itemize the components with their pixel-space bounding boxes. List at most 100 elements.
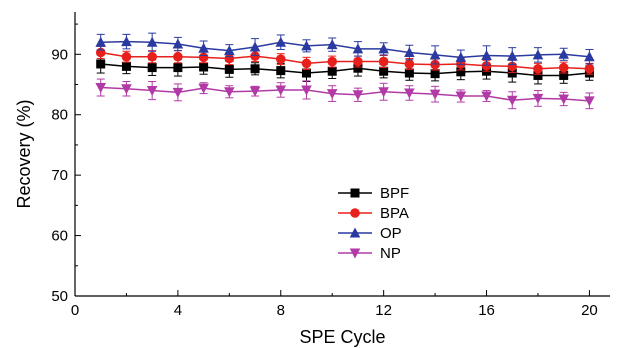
y-tick-label: 90	[51, 46, 68, 63]
data-point-bpf	[96, 59, 106, 69]
data-point-op	[506, 50, 518, 61]
data-point-bpa	[198, 52, 209, 63]
data-point-op	[121, 36, 132, 47]
data-point-bpf	[147, 63, 157, 73]
data-point-np	[275, 85, 287, 96]
y-tick-label: 70	[51, 167, 68, 184]
data-point-op	[198, 42, 209, 53]
data-point-bpf	[404, 68, 414, 78]
data-point-np	[506, 95, 518, 106]
data-point-bpf	[199, 62, 209, 72]
data-point-op	[249, 41, 261, 52]
series-np	[95, 78, 595, 110]
data-point-op	[326, 39, 338, 50]
x-tick-label: 20	[581, 302, 598, 319]
data-point-op	[378, 43, 389, 54]
x-tick-label: 12	[375, 302, 392, 319]
data-point-np	[455, 91, 467, 102]
data-point-bpa	[301, 58, 312, 69]
data-point-op	[172, 38, 184, 49]
legend-entry-bpa: BPA	[338, 205, 409, 222]
data-point-bpf	[559, 70, 569, 80]
data-point-bpf	[507, 68, 517, 78]
data-point-bpa	[173, 51, 183, 62]
x-tick-label: 8	[277, 302, 285, 319]
data-point-bpf	[250, 64, 260, 74]
data-point-op	[146, 36, 158, 47]
data-point-np	[224, 87, 235, 98]
data-point-np	[378, 87, 389, 98]
data-point-bpa	[224, 53, 235, 64]
series-line-np	[100, 86, 590, 102]
series-op	[95, 32, 595, 66]
data-point-np	[558, 94, 570, 105]
data-point-np	[121, 84, 132, 95]
data-point-bpa	[353, 56, 363, 67]
data-point-bpf	[456, 67, 466, 77]
data-point-bpa	[558, 62, 569, 73]
data-point-op	[532, 49, 544, 60]
data-point-bpa	[481, 60, 492, 71]
data-point-op	[429, 49, 441, 60]
legend-label-bpf: BPF	[380, 185, 409, 202]
data-point-np	[301, 85, 312, 96]
legend-label-np: NP	[380, 245, 401, 262]
y-tick-label: 50	[51, 288, 68, 305]
legend-marker-np	[349, 248, 361, 259]
data-point-bpf	[301, 68, 311, 78]
data-point-np	[429, 89, 441, 100]
data-point-op	[275, 36, 287, 47]
data-point-np	[326, 89, 338, 100]
data-point-np	[198, 83, 209, 94]
data-point-op	[352, 43, 364, 54]
legend-entry-op: OP	[338, 225, 402, 242]
axes: 0 4 8 12 16 20 50 60 70 80 90	[51, 12, 610, 319]
data-point-np	[532, 93, 544, 104]
data-point-bpf	[533, 70, 543, 80]
data-point-bpa	[327, 56, 338, 67]
data-point-op	[404, 46, 415, 57]
series-bpf	[96, 54, 594, 85]
y-tick-label: 60	[51, 228, 68, 245]
data-point-bpa	[430, 59, 440, 70]
data-point-op	[455, 51, 467, 62]
x-tick-label: 16	[478, 302, 495, 319]
x-axis-title: SPE Cycle	[299, 327, 385, 347]
data-point-op	[584, 51, 595, 62]
data-point-np	[481, 91, 492, 102]
data-point-np	[584, 96, 595, 107]
data-point-op	[481, 50, 492, 61]
legend-marker-bpf	[350, 188, 360, 198]
data-point-np	[352, 90, 364, 101]
data-point-np	[146, 86, 158, 97]
data-point-bpa	[147, 51, 157, 62]
legend-label-op: OP	[380, 225, 402, 242]
data-point-op	[301, 40, 312, 51]
data-point-bpf	[224, 64, 234, 74]
data-point-np	[95, 83, 107, 94]
data-point-bpf	[327, 66, 337, 76]
legend: BPF BPA OP NP	[338, 185, 409, 262]
data-point-np	[404, 88, 415, 99]
data-point-bpa	[404, 59, 415, 69]
data-point-bpf	[121, 61, 131, 71]
data-point-bpf	[379, 66, 389, 76]
data-point-bpf	[173, 63, 183, 73]
data-point-op	[95, 36, 107, 47]
legend-entry-bpf: BPF	[338, 185, 409, 202]
data-point-bpa	[275, 54, 286, 64]
legend-marker-bpa	[350, 208, 360, 218]
data-point-np	[172, 87, 184, 98]
plot-area	[95, 32, 595, 110]
x-tick-label: 0	[71, 302, 79, 319]
series-line-op	[100, 40, 590, 59]
y-tick-label: 80	[51, 107, 68, 124]
data-point-bpf	[353, 63, 363, 73]
y-axis-title: Recovery (%)	[14, 99, 34, 208]
x-tick-label: 4	[174, 302, 182, 319]
data-point-bpa	[533, 64, 543, 74]
data-point-bpa	[250, 51, 260, 61]
data-point-bpf	[276, 66, 286, 76]
data-point-np	[249, 86, 261, 97]
